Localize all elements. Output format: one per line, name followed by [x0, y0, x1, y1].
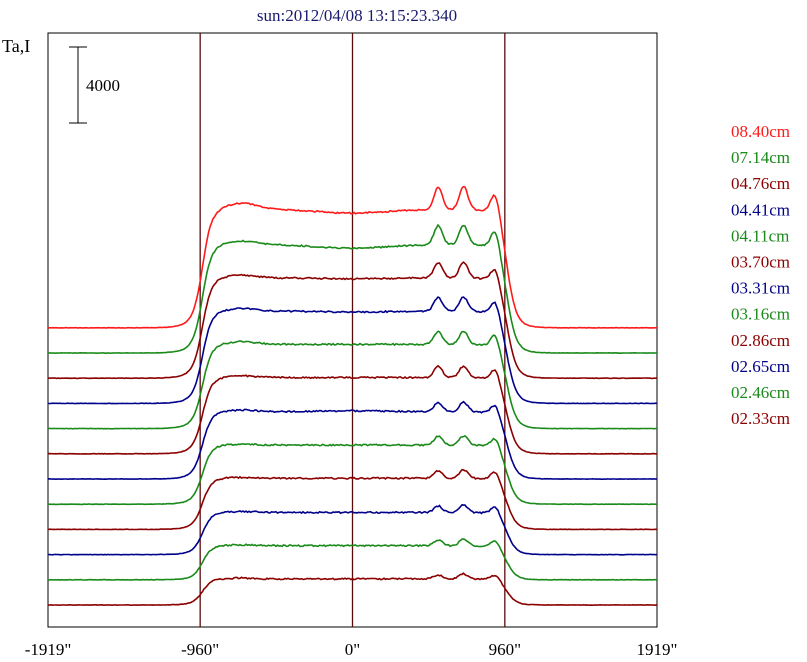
series-line-02.46cm — [48, 538, 658, 581]
x-tick-label: 960" — [489, 640, 521, 659]
legend-entry: 02.46cm — [731, 383, 790, 402]
series-line-02.33cm — [47, 572, 658, 607]
series-group — [47, 185, 658, 607]
x-tick-label: 1919" — [637, 640, 678, 659]
chart-title: sun:2012/04/08 13:15:23.340 — [257, 6, 457, 25]
series-line-07.14cm — [48, 223, 658, 355]
legend-entry: 08.40cm — [731, 122, 790, 141]
series-line-03.16cm — [48, 434, 658, 506]
legend-entry: 03.70cm — [731, 253, 790, 272]
legend-entry: 07.14cm — [731, 148, 790, 167]
x-tick-label: -1919" — [25, 640, 72, 659]
series-line-08.40cm — [47, 185, 658, 329]
scale-bar: 4000 — [69, 46, 120, 124]
legend-entry: 04.11cm — [731, 226, 789, 245]
legend-entry: 02.65cm — [731, 357, 790, 376]
y-axis-label: Ta,I — [2, 36, 30, 56]
series-line-02.65cm — [47, 504, 658, 556]
series-line-03.70cm — [47, 364, 657, 455]
series-line-04.41cm — [48, 296, 658, 405]
scale-bar-label: 4000 — [86, 76, 120, 95]
series-line-02.86cm — [48, 468, 657, 531]
legend: 08.40cm 07.14cm 04.76cm 04.41cm 04.11cm 03.70… — [731, 122, 790, 428]
x-tick-label: 0" — [345, 640, 360, 659]
x-tick-label: -960" — [181, 640, 219, 659]
series-line-04.11cm — [47, 330, 657, 430]
legend-entry: 03.16cm — [731, 305, 790, 324]
legend-entry: 03.31cm — [731, 279, 790, 298]
legend-entry: 04.76cm — [731, 174, 790, 193]
legend-entry: 04.41cm — [731, 200, 790, 219]
series-line-04.76cm — [47, 261, 658, 380]
legend-entry: 02.86cm — [731, 331, 790, 350]
reference-lines — [199, 33, 506, 627]
x-tick-labels: -1919" -960" 0" 960" 1919" — [25, 640, 678, 659]
legend-entry: 02.33cm — [731, 409, 790, 428]
series-line-03.31cm — [47, 400, 658, 481]
